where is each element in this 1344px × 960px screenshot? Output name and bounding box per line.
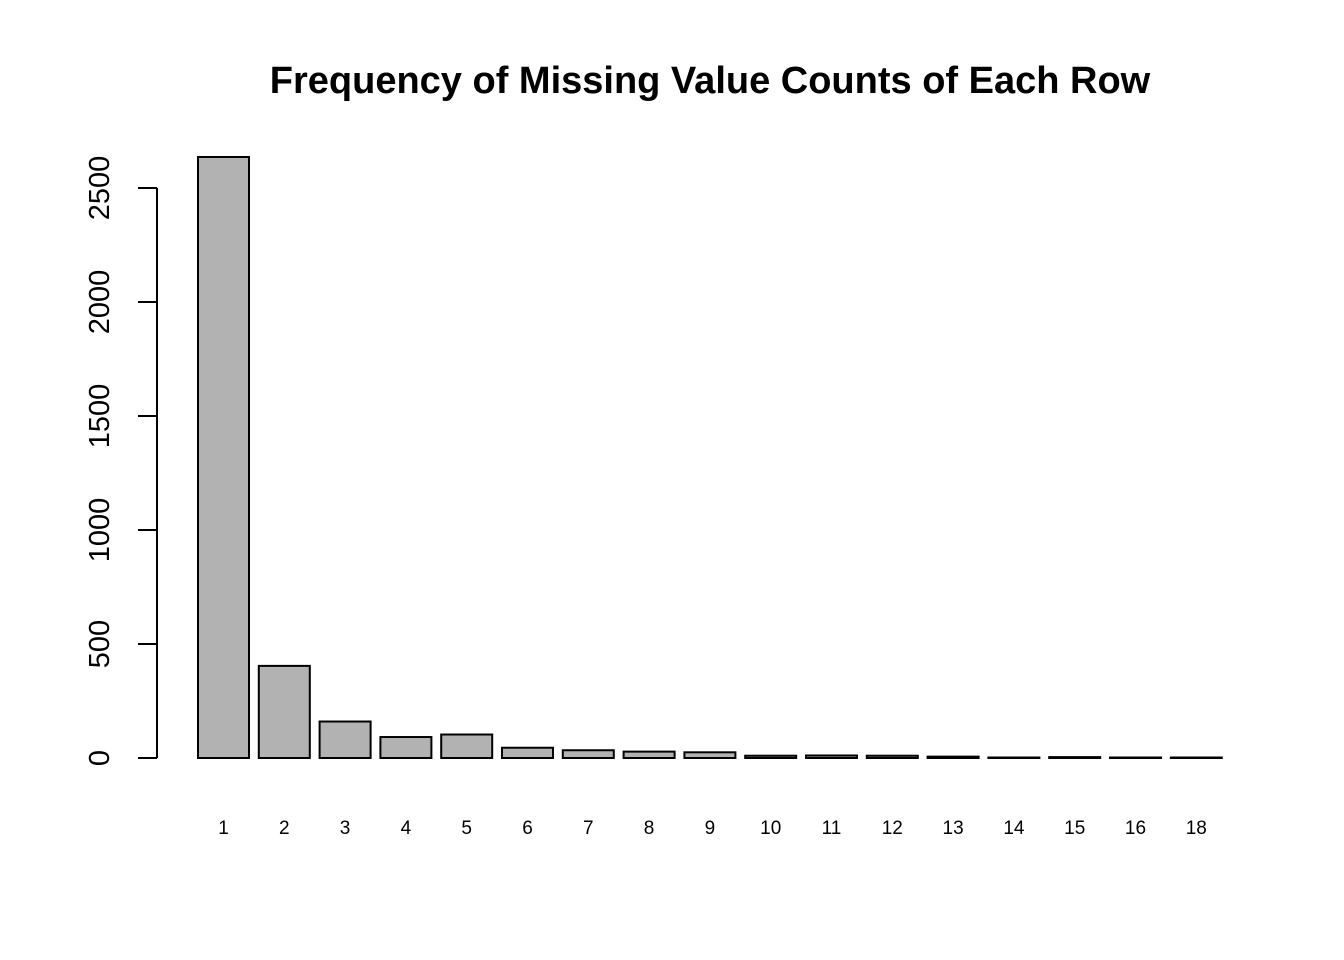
- bar-12: [865, 754, 919, 759]
- bar-13: [926, 755, 980, 760]
- x-tick-label: 1: [218, 818, 229, 839]
- bar-1: [197, 155, 250, 759]
- x-tick-label: 8: [644, 818, 655, 839]
- bar-18: [1169, 756, 1223, 759]
- x-tick-label: 12: [882, 818, 903, 839]
- x-tick-label: 15: [1064, 818, 1085, 839]
- x-tick-label: 13: [943, 818, 964, 839]
- y-tick-label: 1500: [84, 384, 116, 449]
- y-tick-label: 2000: [84, 270, 116, 335]
- bar-5: [440, 733, 494, 759]
- bar-7: [561, 749, 615, 759]
- x-tick-label: 11: [822, 818, 842, 839]
- x-tick-label: 18: [1186, 818, 1207, 839]
- bar-16: [1109, 756, 1162, 759]
- bar-4: [379, 736, 433, 759]
- bar-9: [683, 751, 737, 759]
- bar-6: [501, 746, 554, 759]
- x-tick-labels: 1 2 3 4 5 6 7 8 9 10 11 12 13 14 15 16 18: [218, 818, 1207, 839]
- bar-11: [805, 754, 858, 760]
- y-tick-label: 500: [84, 620, 116, 668]
- bar-8: [622, 750, 676, 760]
- x-tick-label: 4: [401, 818, 412, 839]
- bar-3: [318, 720, 372, 760]
- x-tick-label: 7: [583, 818, 594, 839]
- x-tick-label: 9: [705, 818, 716, 839]
- bar-14: [987, 756, 1041, 759]
- x-tick-label: 3: [340, 818, 351, 839]
- x-tick-label: 2: [279, 818, 290, 839]
- y-axis: 0 500 1000 1500 2000 2500: [84, 156, 158, 766]
- bar-15: [1048, 756, 1102, 760]
- x-tick-label: 5: [461, 818, 472, 839]
- bar-10: [744, 754, 798, 759]
- x-tick-label: 6: [522, 818, 533, 839]
- bars: [197, 155, 1223, 760]
- bar-2: [257, 664, 311, 759]
- y-tick-label: 2500: [84, 156, 116, 221]
- y-tick-label: 0: [84, 750, 116, 766]
- x-tick-label: 10: [760, 818, 781, 839]
- chart-title: Frequency of Missing Value Counts of Eac…: [270, 60, 1151, 102]
- y-tick-label: 1000: [84, 498, 116, 563]
- x-tick-label: 14: [1003, 818, 1025, 839]
- x-tick-label: 16: [1125, 818, 1146, 839]
